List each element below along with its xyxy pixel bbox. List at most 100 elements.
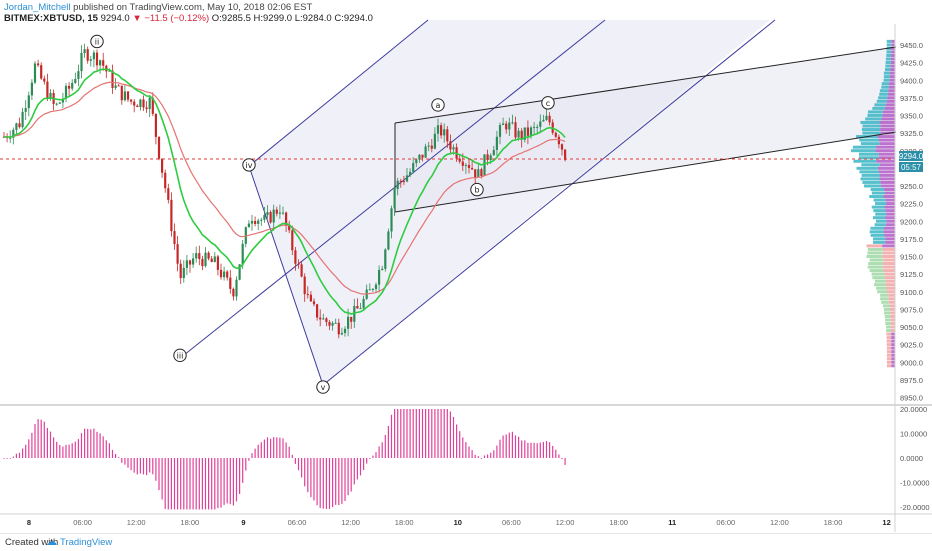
candle-body <box>232 288 235 297</box>
volume-profile-bar <box>881 82 890 86</box>
oscillator-bar <box>394 409 396 458</box>
oscillator-bar <box>440 409 442 458</box>
tradingview-logo-icon[interactable]: ☁ <box>46 536 57 548</box>
candle-body <box>557 136 560 145</box>
last-price-time-tag: 05:57 <box>901 163 922 172</box>
volume-profile-bar <box>890 61 895 65</box>
volume-profile-bar <box>883 71 890 75</box>
candle-body <box>49 92 52 99</box>
oscillator-bar <box>133 458 135 473</box>
price-tick-label: 9025.0 <box>900 341 923 350</box>
oscillator-bar <box>254 448 256 458</box>
oscillator-bar <box>111 449 114 458</box>
candle-body <box>505 123 508 130</box>
oscillator-bar <box>499 439 501 458</box>
oscillator-bar <box>353 458 355 485</box>
time-tick-label: 18:00 <box>824 518 843 527</box>
price-axis: 9450.09425.09400.09375.09350.09325.09300… <box>900 41 923 403</box>
candle-body <box>303 276 306 295</box>
oscillator-bar <box>477 456 479 458</box>
candle-body <box>529 127 533 136</box>
oscillator-bar <box>415 409 417 458</box>
oscillator-bar <box>173 458 176 510</box>
volume-profile-bar <box>890 311 895 315</box>
volume-profile-bar <box>882 110 895 114</box>
candle-body <box>446 129 449 142</box>
candle-body <box>102 60 105 66</box>
author-link[interactable]: Jordan_Mitchell <box>4 2 71 13</box>
candle-body <box>402 181 405 183</box>
volume-profile-bar <box>888 297 895 301</box>
tradingview-link[interactable]: TradingView <box>60 537 113 548</box>
volume-profile-bar <box>865 117 882 121</box>
oscillator-bar <box>561 458 563 460</box>
volume-profile-bar <box>889 307 895 311</box>
oscillator-tick-label: -10.0000 <box>900 479 930 488</box>
volume-profile-bar <box>876 286 887 290</box>
candle-body <box>409 171 412 176</box>
volume-profile-bar <box>882 262 895 266</box>
wave-label-circle <box>242 158 256 172</box>
volume-profile-bar <box>891 46 895 50</box>
oscillator-bar <box>505 434 507 458</box>
volume-profile-bar <box>886 360 892 364</box>
oscillator-bar <box>508 432 510 458</box>
candle-body <box>393 189 396 209</box>
candle-body <box>294 250 297 264</box>
volume-profile-bar <box>880 128 895 132</box>
oscillator-bar <box>201 458 203 510</box>
oscillator-bar <box>418 409 420 458</box>
oscillator-bar <box>115 454 117 458</box>
candle-body <box>139 99 142 108</box>
oscillator-bar <box>462 437 464 458</box>
volume-profile-bar <box>878 156 895 160</box>
volume-profile-bar <box>890 321 895 325</box>
oscillator-bar <box>487 454 489 458</box>
last-price: 9294.0 <box>100 13 130 24</box>
oscillator-bar <box>270 438 272 458</box>
oscillator-tick-label: 10.0000 <box>900 430 927 439</box>
oscillator-bar <box>291 454 293 458</box>
oscillator-bar <box>56 441 58 458</box>
oscillator-bar <box>84 428 86 458</box>
oscillator-bar <box>564 458 566 465</box>
volume-profile-bar <box>869 269 884 273</box>
candle-body <box>471 167 474 170</box>
volume-profile-bar <box>881 85 889 89</box>
price-tick-label: 9200.0 <box>900 217 923 226</box>
volume-profile-bar <box>886 339 892 343</box>
volume-profile-bar <box>886 50 892 54</box>
volume-profile-bar <box>870 226 884 230</box>
oscillator-bar <box>387 426 389 458</box>
volume-profile-bar <box>875 149 895 153</box>
volume-profile-bar <box>884 272 895 276</box>
volume-profile-bar <box>860 120 880 124</box>
oscillator-bar <box>468 446 470 458</box>
volume-profile-bar <box>875 219 887 223</box>
candle-body <box>272 209 275 223</box>
oscillator-bar <box>217 458 219 509</box>
volume-profile-bar <box>885 103 895 107</box>
oscillator-bar <box>25 444 27 458</box>
oscillator-tick-label: 0.0000 <box>900 454 923 463</box>
oscillator-bar <box>46 427 48 458</box>
candle-body <box>275 209 278 214</box>
oscillator-bar <box>350 458 352 492</box>
pitchfork-lower-line <box>322 19 776 386</box>
volume-profile-bar <box>891 350 895 354</box>
oscillator-bar <box>384 435 386 458</box>
wave-label: v <box>321 383 326 392</box>
symbol-label[interactable]: BITMEX:XBTUSD, 15 <box>4 13 98 24</box>
price-change: ▼ −11.5 (−0.12%) <box>132 13 210 24</box>
candle-body <box>498 125 502 137</box>
oscillator-bar <box>74 441 76 458</box>
volume-profile-bar <box>890 75 895 79</box>
volume-profile-bar <box>886 219 895 223</box>
oscillator-bar <box>127 458 129 468</box>
volume-profile-bar <box>881 184 895 188</box>
candle-body <box>226 271 229 278</box>
volume-profile-bar <box>891 329 895 333</box>
oscillator-bar <box>192 458 194 510</box>
wave-label-circle <box>316 380 330 394</box>
